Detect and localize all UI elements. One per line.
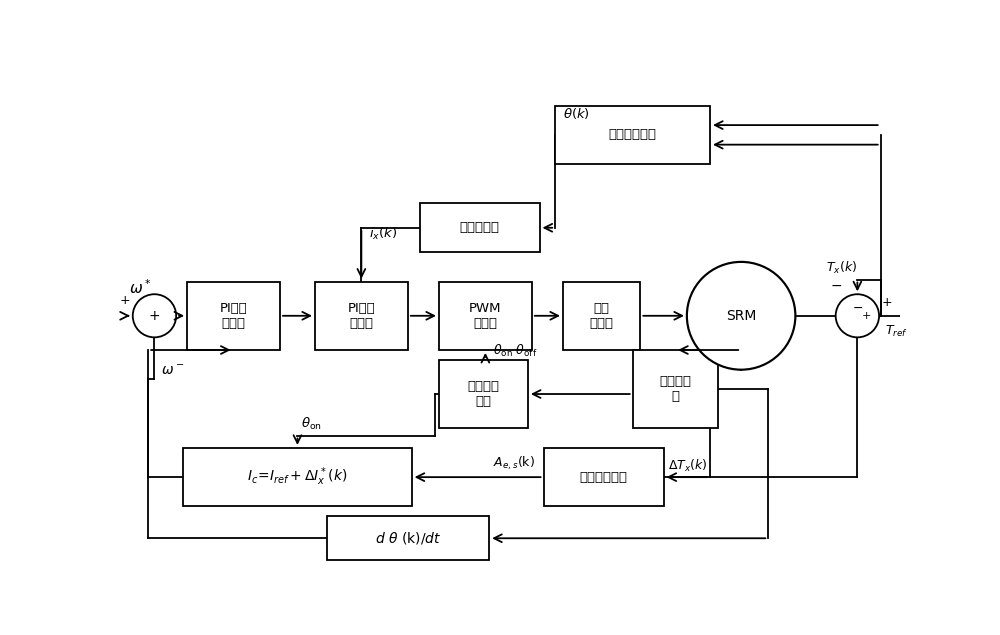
Text: $+$: $+$ xyxy=(881,296,893,309)
Text: $+$: $+$ xyxy=(148,309,161,323)
Text: $d\ \theta\ \mathrm{(k)}/dt$: $d\ \theta\ \mathrm{(k)}/dt$ xyxy=(375,530,441,546)
Text: PI电流
控制器: PI电流 控制器 xyxy=(348,302,375,330)
Bar xyxy=(563,281,640,350)
Bar xyxy=(326,516,489,560)
Bar xyxy=(187,281,280,350)
Text: $T_x(k)$: $T_x(k)$ xyxy=(826,260,857,276)
Bar xyxy=(439,360,528,428)
Bar xyxy=(544,448,664,507)
Text: $\Delta T_x(k)$: $\Delta T_x(k)$ xyxy=(668,458,707,474)
Bar xyxy=(183,448,412,507)
Text: $\theta_{\rm on}\ \theta_{\rm off}$: $\theta_{\rm on}\ \theta_{\rm off}$ xyxy=(493,343,537,359)
Text: SRM: SRM xyxy=(726,309,756,323)
Text: 功率
变换器: 功率 变换器 xyxy=(590,302,614,330)
Text: $+$: $+$ xyxy=(119,293,130,307)
Text: $-$: $-$ xyxy=(852,300,863,314)
Text: $i_x(k)$: $i_x(k)$ xyxy=(369,225,397,242)
Text: PI速度
控制器: PI速度 控制器 xyxy=(220,302,247,330)
Bar xyxy=(420,203,540,252)
Text: $A_{e,s}(\mathrm{k})$: $A_{e,s}(\mathrm{k})$ xyxy=(493,455,535,472)
Bar xyxy=(633,350,718,428)
Bar xyxy=(315,281,408,350)
Text: 电机参数模型: 电机参数模型 xyxy=(609,128,657,142)
Text: $\theta(k)$: $\theta(k)$ xyxy=(563,106,590,121)
Text: $\omega^-$: $\omega^-$ xyxy=(161,363,184,377)
Ellipse shape xyxy=(133,294,176,337)
Ellipse shape xyxy=(687,262,795,370)
Bar xyxy=(439,281,532,350)
Text: $T_{ref}$: $T_{ref}$ xyxy=(885,324,908,340)
Text: 电流传感器: 电流传感器 xyxy=(460,221,500,234)
Text: $\omega^*$: $\omega^*$ xyxy=(129,278,152,297)
Bar xyxy=(555,105,710,164)
Text: $I_c\!=\!I_{ref} + \Delta I_x^*(k)$: $I_c\!=\!I_{ref} + \Delta I_x^*(k)$ xyxy=(247,466,348,488)
Text: 参数控制算法: 参数控制算法 xyxy=(580,471,628,484)
Text: 换相控制
单元: 换相控制 单元 xyxy=(467,380,499,408)
Text: $-$: $-$ xyxy=(830,278,842,292)
Text: 位置传感
器: 位置传感 器 xyxy=(659,375,691,403)
Text: $+$: $+$ xyxy=(861,311,871,321)
Ellipse shape xyxy=(836,294,879,337)
Text: PWM
控制器: PWM 控制器 xyxy=(469,302,502,330)
Text: $\theta_{\rm on}$: $\theta_{\rm on}$ xyxy=(301,417,322,432)
